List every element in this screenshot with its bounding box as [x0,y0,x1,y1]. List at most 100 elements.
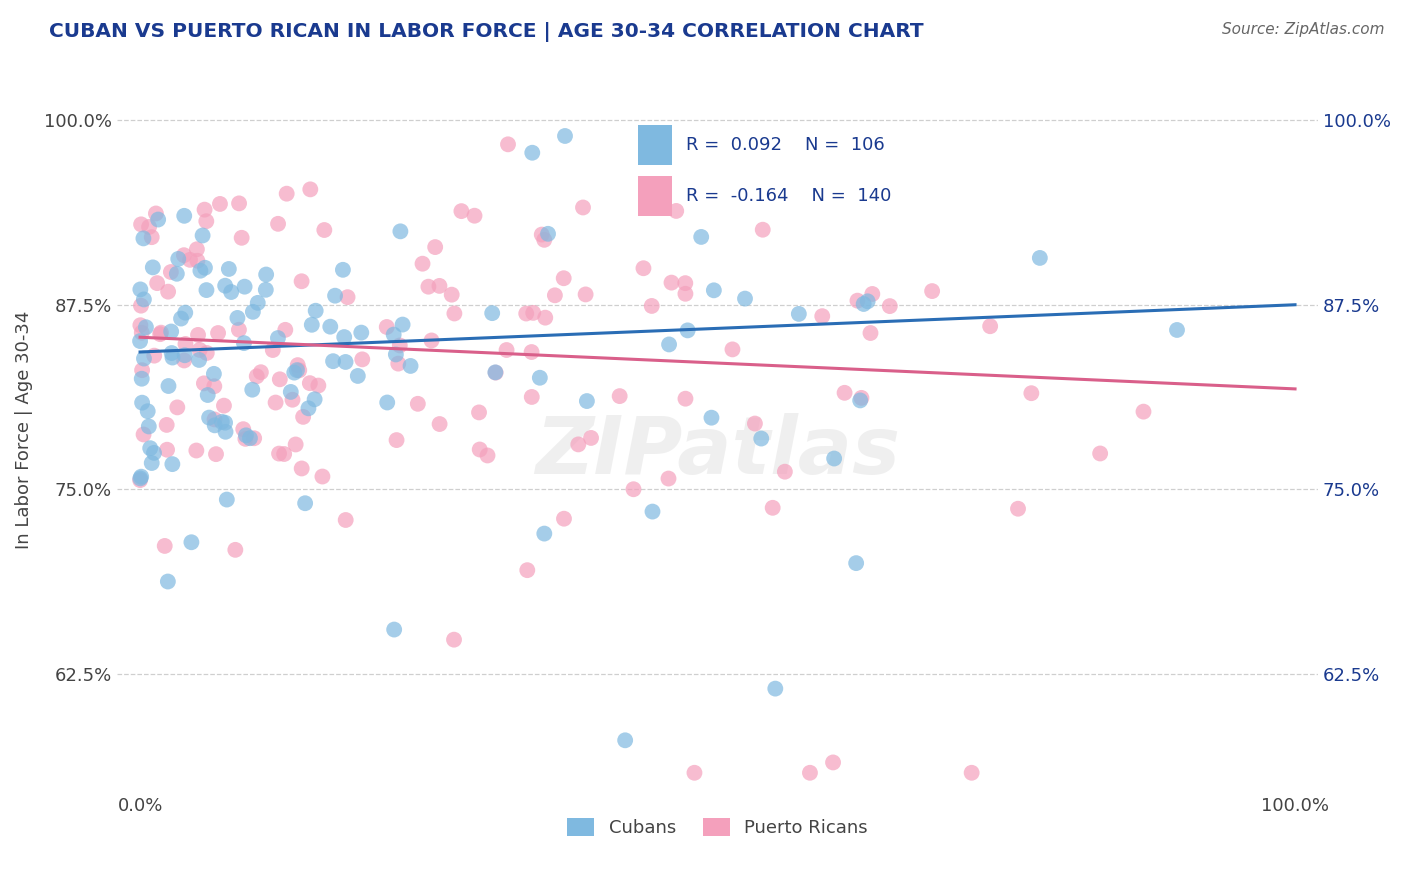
Point [633,261,655,276]
Point [333,330,356,344]
Point [254,268,277,282]
Point [160,265,183,279]
Point [683,765,706,780]
Point [388,338,411,352]
Point [157,379,180,393]
Point [228,323,250,337]
Point [554,128,576,143]
Point [443,306,465,320]
Point [231,231,253,245]
Point [450,204,472,219]
Point [195,214,218,228]
Point [193,376,215,391]
Point [173,209,195,223]
Point [322,354,344,368]
Point [305,303,328,318]
Point [1166,323,1188,337]
Point [292,409,315,424]
Point [174,337,197,351]
Point [1132,404,1154,418]
Point [143,349,166,363]
Point [762,500,785,515]
Point [516,563,538,577]
Point [921,284,943,298]
Point [515,306,537,320]
Point [382,327,405,342]
Point [676,323,699,337]
Point [575,287,598,301]
Point [160,325,183,339]
Point [267,217,290,231]
Point [385,433,408,447]
Point [166,267,188,281]
Point [129,473,152,487]
Point [228,196,250,211]
Text: CUBAN VS PUERTO RICAN IN LABOR FORCE | AGE 30-34 CORRELATION CHART: CUBAN VS PUERTO RICAN IN LABOR FORCE | A… [49,22,924,42]
Point [166,401,188,415]
Point [311,469,333,483]
Point [287,358,309,372]
Point [156,442,179,457]
Point [129,469,152,483]
Point [335,355,357,369]
Point [879,299,901,313]
Y-axis label: In Labor Force | Age 30-34: In Labor Force | Age 30-34 [15,311,32,549]
Point [208,197,231,211]
Point [572,201,595,215]
Point [846,293,869,308]
Point [281,392,304,407]
Point [153,539,176,553]
Point [285,363,308,377]
Point [264,395,287,409]
Point [202,379,225,393]
Point [131,395,153,409]
Point [412,257,434,271]
Point [167,252,190,266]
Point [269,372,291,386]
Point [468,442,491,457]
Point [529,370,551,384]
Point [851,391,873,405]
Point [307,378,329,392]
Point [211,415,233,429]
Point [186,443,208,458]
Point [749,432,772,446]
Point [132,293,155,307]
Point [129,318,152,333]
Point [204,412,226,426]
Point [284,437,307,451]
Point [443,632,465,647]
Point [129,218,152,232]
Point [391,318,413,332]
Point [146,212,169,227]
Point [173,348,195,362]
Point [267,331,290,345]
Point [773,465,796,479]
Point [191,228,214,243]
Point [553,512,575,526]
Point [187,327,209,342]
Point [481,306,503,320]
Point [142,260,165,275]
Point [979,319,1001,334]
Point [135,320,157,334]
Point [301,318,323,332]
Point [243,431,266,445]
Point [544,288,567,302]
Point [1007,501,1029,516]
Point [675,392,697,406]
Point [129,282,152,296]
Point [195,346,218,360]
Point [179,252,201,267]
Point [246,296,269,310]
Point [291,461,314,475]
Point [382,623,405,637]
Point [186,242,208,256]
Point [751,223,773,237]
Point [346,368,368,383]
Point [143,446,166,460]
Point [214,278,236,293]
Point [204,418,226,433]
Point [314,223,336,237]
Point [530,227,553,242]
